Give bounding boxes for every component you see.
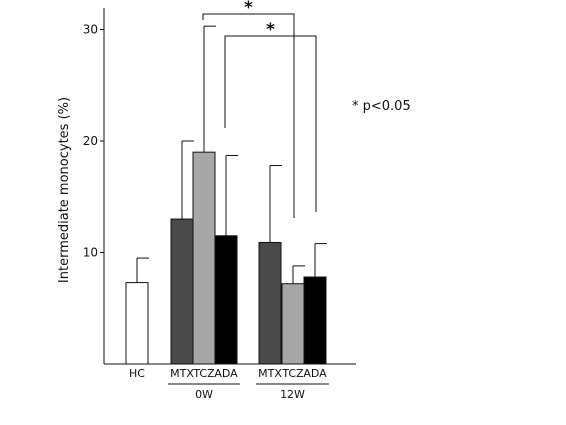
bar-0w-tcz bbox=[192, 151, 216, 365]
group-label-0w: 0W bbox=[195, 388, 213, 401]
significance-bracket-2 bbox=[224, 35, 317, 212]
significance-marker-1: * bbox=[244, 0, 253, 18]
bar-12w-tcz bbox=[281, 283, 305, 365]
significance-bracket-1 bbox=[202, 13, 295, 218]
category-label-hc: HC bbox=[129, 367, 145, 380]
bar-12w-mtx bbox=[258, 241, 282, 365]
y-axis-label: Intermediate monocytes (%) bbox=[57, 97, 72, 283]
category-label-0w-tcz: TCZ bbox=[192, 367, 215, 380]
significance-marker-2: * bbox=[266, 20, 275, 40]
group-label-12w: 12W bbox=[280, 388, 305, 401]
category-label-12w-ada: ADA bbox=[303, 367, 327, 380]
y-tick-label-30: 30 bbox=[83, 23, 98, 37]
category-label-0w-mtx: MTX bbox=[170, 367, 194, 380]
bar-hc bbox=[125, 282, 149, 365]
y-tick-label-10: 10 bbox=[83, 246, 98, 260]
significance-note: * p<0.05 bbox=[352, 99, 411, 114]
bar-0w-ada bbox=[214, 235, 238, 365]
category-label-12w-mtx: MTX bbox=[258, 367, 282, 380]
y-tick-label-20: 20 bbox=[83, 134, 98, 148]
bar-0w-mtx bbox=[170, 218, 194, 365]
category-label-0w-ada: ADA bbox=[214, 367, 238, 380]
bar-12w-ada bbox=[303, 276, 327, 365]
category-label-12w-tcz: TCZ bbox=[281, 367, 304, 380]
